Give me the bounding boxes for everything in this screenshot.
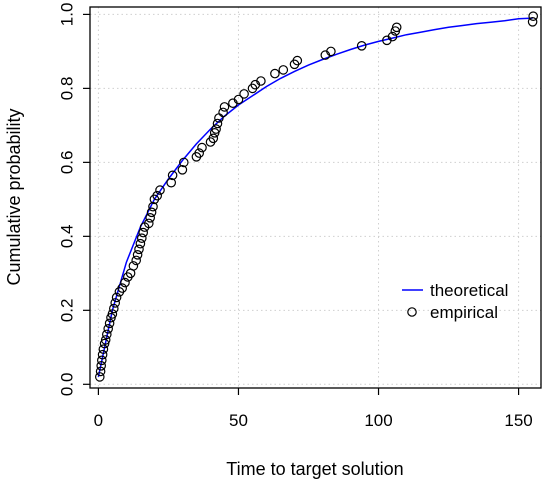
empirical-point bbox=[128, 261, 139, 271]
empirical-point bbox=[218, 107, 228, 118]
y-tick-label: 0.2 bbox=[58, 299, 77, 323]
x-axis: 0 50 100 150 bbox=[94, 388, 533, 430]
empirical-point bbox=[387, 31, 398, 42]
x-tick-label: 0 bbox=[94, 411, 103, 430]
empirical-point bbox=[197, 142, 207, 153]
empirical-point bbox=[208, 133, 219, 144]
empirical-point bbox=[137, 233, 147, 243]
empirical-point bbox=[194, 148, 204, 158]
empirical-point bbox=[95, 372, 105, 382]
y-tick-label: 1.0 bbox=[58, 3, 77, 27]
y-tick-label: 0.0 bbox=[58, 372, 77, 396]
empirical-point bbox=[527, 16, 538, 27]
empirical-point bbox=[138, 227, 148, 238]
empirical-point bbox=[155, 185, 165, 195]
empirical-point bbox=[134, 244, 144, 255]
legend-label-empirical: empirical bbox=[430, 303, 498, 322]
empirical-point bbox=[179, 157, 189, 168]
empirical-point bbox=[152, 190, 162, 201]
empirical-point bbox=[103, 323, 113, 334]
empirical-point bbox=[233, 94, 244, 105]
empirical-point bbox=[356, 40, 367, 51]
legend-point-swatch bbox=[407, 307, 417, 317]
empirical-point bbox=[292, 55, 303, 66]
empirical-point bbox=[167, 170, 178, 181]
empirical-point bbox=[135, 238, 146, 249]
empirical-point bbox=[239, 89, 249, 99]
empirical-point bbox=[107, 309, 118, 319]
empirical-point bbox=[109, 303, 119, 314]
x-tick-label: 150 bbox=[504, 411, 532, 430]
empirical-point bbox=[100, 335, 111, 345]
empirical-point bbox=[131, 255, 141, 266]
grid bbox=[90, 7, 541, 388]
empirical-point bbox=[528, 11, 538, 22]
legend-label-theoretical: theoretical bbox=[430, 281, 508, 300]
empirical-point bbox=[211, 124, 221, 134]
empirical-point bbox=[97, 349, 108, 360]
empirical-point bbox=[120, 277, 130, 288]
theoretical-curve bbox=[97, 17, 533, 378]
y-tick-label: 0.6 bbox=[58, 151, 77, 175]
empirical-point bbox=[146, 207, 157, 218]
empirical-point bbox=[98, 344, 109, 354]
y-axis-title: Cumulative probability bbox=[4, 108, 24, 285]
empirical-point bbox=[97, 355, 107, 366]
empirical-point bbox=[132, 250, 143, 260]
empirical-point bbox=[326, 46, 336, 57]
x-axis-title: Time to target solution bbox=[226, 459, 403, 479]
empirical-point bbox=[177, 165, 188, 175]
empirical-point bbox=[219, 102, 230, 112]
x-tick-label: 50 bbox=[229, 411, 248, 430]
empirical-point bbox=[256, 76, 266, 86]
empirical-point bbox=[212, 118, 223, 129]
legend: theoretical empirical bbox=[402, 281, 508, 322]
empirical-point bbox=[99, 338, 110, 349]
empirical-point bbox=[391, 22, 402, 33]
empirical-point bbox=[95, 366, 106, 377]
empirical-point bbox=[110, 298, 120, 308]
empirical-point bbox=[166, 177, 176, 188]
plot-series bbox=[95, 11, 538, 382]
empirical-point bbox=[278, 65, 289, 75]
empirical-point bbox=[104, 318, 115, 329]
y-tick-label: 0.8 bbox=[58, 77, 77, 101]
empirical-point bbox=[144, 218, 154, 229]
empirical-point bbox=[145, 213, 155, 223]
empirical-point bbox=[102, 329, 112, 340]
empirical-point bbox=[148, 201, 158, 212]
x-tick-label: 100 bbox=[364, 411, 392, 430]
empirical-point bbox=[111, 292, 122, 303]
empirical-point bbox=[96, 360, 106, 371]
empirical-point bbox=[270, 68, 280, 79]
y-axis: 0.0 0.2 0.4 0.6 0.8 1.0 bbox=[58, 3, 90, 396]
empirical-point bbox=[117, 283, 127, 293]
y-tick-label: 0.4 bbox=[58, 225, 77, 249]
plot-frame bbox=[89, 6, 542, 389]
